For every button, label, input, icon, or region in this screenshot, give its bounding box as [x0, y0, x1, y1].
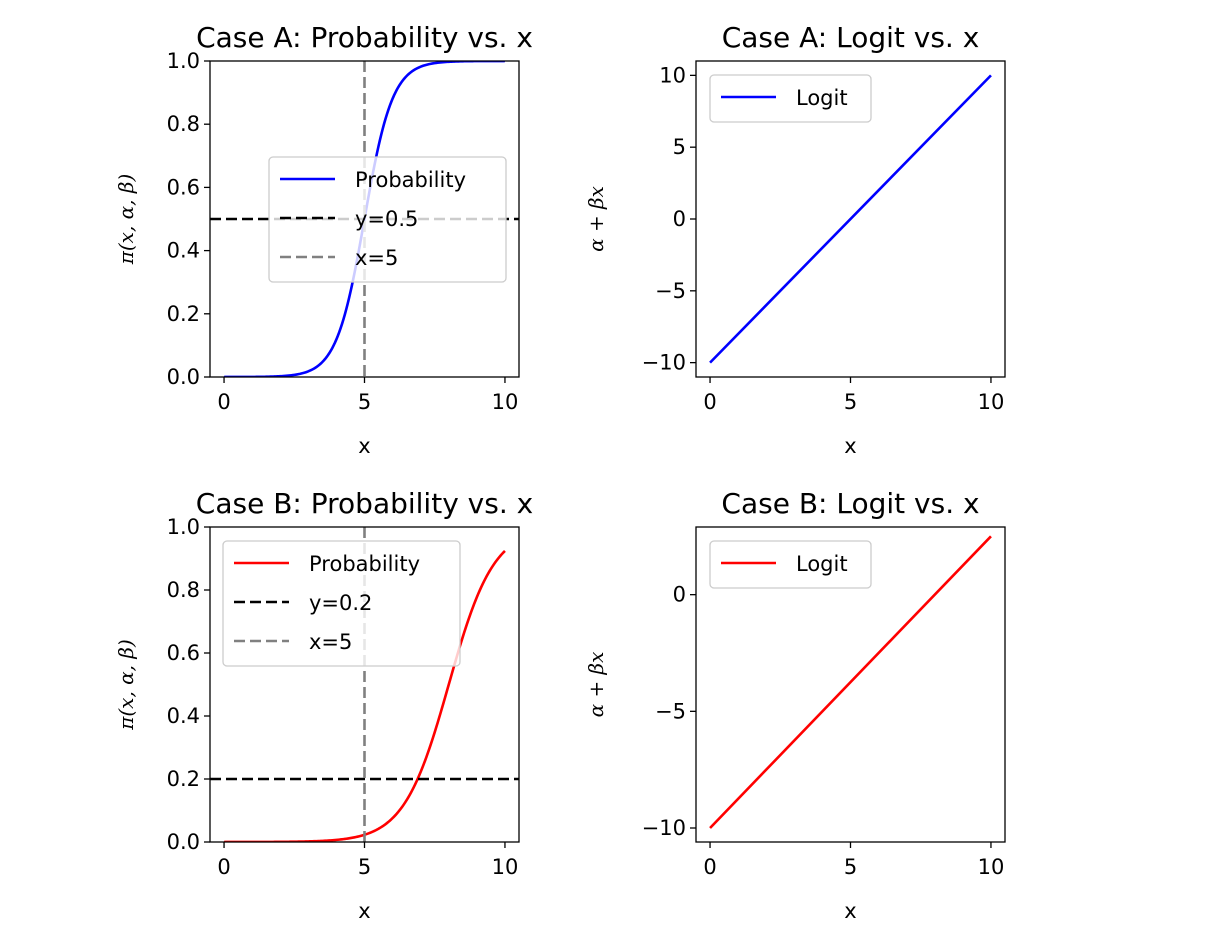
y-tick-label: 0.6: [167, 641, 200, 665]
x-tick-label: 5: [358, 390, 371, 414]
y-axis-label: π(x, α, β): [114, 174, 138, 266]
y-tick-label: 5: [673, 135, 686, 159]
x-axis-label: x: [844, 899, 856, 923]
x-tick-label: 10: [492, 390, 519, 414]
y-tick-label: 0: [673, 207, 686, 231]
y-tick-label: 10: [659, 63, 686, 87]
x-tick-label: 0: [703, 390, 716, 414]
x-tick-label: 10: [978, 390, 1005, 414]
chart-title: Case B: Logit vs. x: [721, 487, 979, 520]
legend: Logit: [709, 74, 872, 123]
x-tick-label: 5: [844, 855, 857, 879]
plot-area: [709, 74, 992, 364]
legend-label: y=0.5: [355, 207, 418, 231]
legend: Probability y=0.2 x=5: [222, 540, 461, 667]
y-tick-label: 1.0: [167, 49, 200, 73]
legend-label: x=5: [309, 630, 352, 654]
legend-label: Probability: [355, 168, 466, 192]
y-axis-label: α + βx: [584, 652, 608, 718]
x-axis-label: x: [358, 899, 370, 923]
legend-label: x=5: [355, 246, 398, 270]
x-axis-label: x: [358, 434, 370, 458]
x-tick-label: 10: [978, 855, 1005, 879]
y-tick-label: 0: [673, 583, 686, 607]
y-tick-label: 0.2: [167, 767, 200, 791]
chart-panel-1: 0 5 10 −10 −5 0 5 10 Case A: Logit vs. x x α + βx L…: [584, 21, 1006, 458]
y-axis-label: α + βx: [584, 186, 608, 252]
y-tick-label: −5: [655, 699, 686, 723]
plot-area: [709, 535, 992, 829]
legend-box: [709, 540, 872, 589]
x-tick-label: 0: [703, 855, 716, 879]
x-tick-label: 5: [358, 855, 371, 879]
y-tick-label: 1.0: [167, 515, 200, 539]
series-line-logit: [709, 535, 992, 829]
legend: Logit: [709, 540, 872, 589]
x-tick-label: 0: [217, 390, 230, 414]
y-axis-label: π(x, α, β): [114, 639, 138, 731]
legend-label: y=0.2: [309, 591, 372, 615]
legend-box: [709, 74, 872, 123]
legend-box: [268, 156, 507, 283]
y-tick-label: −10: [642, 816, 686, 840]
x-tick-label: 0: [217, 855, 230, 879]
legend: Probability y=0.5 x=5: [268, 156, 507, 283]
series-line-logit: [709, 74, 992, 364]
y-tick-label: 0.2: [167, 302, 200, 326]
x-tick-label: 5: [844, 390, 857, 414]
chart-title: Case A: Logit vs. x: [722, 21, 980, 54]
y-tick-label: 0.8: [167, 112, 200, 136]
legend-box: [222, 540, 461, 667]
y-tick-label: 0.0: [167, 365, 200, 389]
y-tick-label: 0.4: [167, 704, 200, 728]
legend-label: Logit: [796, 552, 848, 576]
y-tick-label: 0.8: [167, 578, 200, 602]
y-tick-label: −5: [655, 279, 686, 303]
y-tick-label: 0.4: [167, 239, 200, 263]
chart-panel-3: 0 5 10 −10 −5 0 Case B: Logit vs. x x α + βx Logi…: [584, 487, 1006, 923]
chart-title: Case B: Probability vs. x: [196, 487, 533, 520]
y-tick-label: −10: [642, 351, 686, 375]
legend-label: Probability: [309, 552, 420, 576]
legend-label: Logit: [796, 86, 848, 110]
y-tick-label: 0.0: [167, 830, 200, 854]
chart-title: Case A: Probability vs. x: [196, 21, 533, 54]
x-tick-label: 10: [492, 855, 519, 879]
x-axis-label: x: [844, 434, 856, 458]
y-tick-label: 0.6: [167, 175, 200, 199]
